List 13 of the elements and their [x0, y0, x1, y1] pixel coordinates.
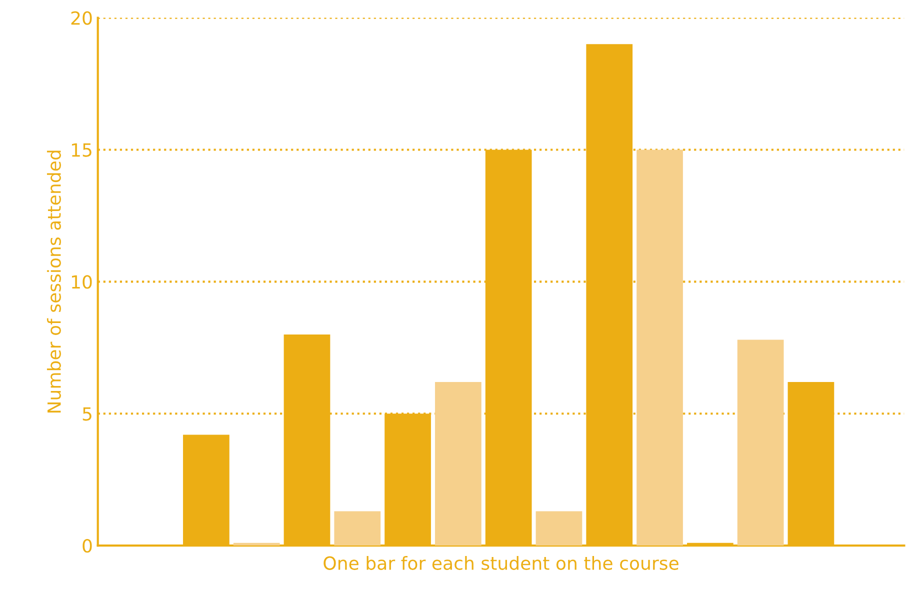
x-axis-title: One bar for each student on the course — [324, 556, 678, 570]
y-tick-label: 5 — [82, 407, 92, 421]
y-axis-title: Number of sessions attended — [46, 150, 61, 413]
bar — [737, 340, 784, 546]
y-tick-label: 20 — [71, 11, 92, 25]
bar — [233, 542, 280, 546]
bar — [334, 511, 381, 546]
bar — [435, 382, 482, 546]
bar — [536, 511, 582, 546]
bar — [636, 150, 683, 546]
y-tick-label: 15 — [72, 143, 92, 157]
y-tick-label: 10 — [72, 275, 92, 289]
y-tick-label: 0 — [82, 539, 92, 553]
